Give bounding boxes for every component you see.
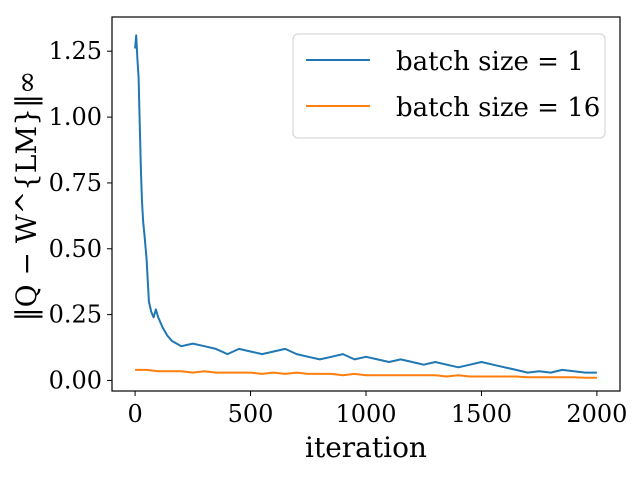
legend: batch size = 1 batch size = 16 — [292, 33, 606, 139]
x-axis-label: iteration — [305, 431, 427, 464]
x-tick-label: 1000 — [335, 400, 396, 428]
y-axis-ticks: 0.00 0.25 0.50 0.75 1.00 1.25 — [49, 37, 112, 394]
x-tick-label: 1500 — [451, 400, 512, 428]
plot-frame — [111, 16, 621, 392]
y-tick-label: 0.50 — [49, 235, 102, 263]
y-tick-label: 1.25 — [49, 37, 102, 65]
plot-lines — [134, 34, 597, 379]
x-tick-label: 2000 — [566, 400, 627, 428]
x-axis-ticks: 0 500 1000 1500 2000 — [127, 391, 627, 428]
series-line-batch-1 — [134, 34, 597, 374]
y-tick-label: 0.00 — [49, 366, 102, 394]
x-tick-label: 500 — [228, 400, 274, 428]
legend-label-batch-16: batch size = 16 — [396, 93, 600, 123]
y-axis-label: ‖Q − W^{LM}‖∞ — [10, 71, 43, 322]
legend-label-batch-1: batch size = 1 — [396, 47, 584, 77]
y-tick-label: 1.00 — [49, 103, 102, 131]
y-tick-label: 0.25 — [49, 301, 102, 329]
x-tick-label: 0 — [127, 400, 142, 428]
y-tick-label: 0.75 — [49, 169, 102, 197]
legend-frame — [292, 33, 606, 139]
series-line-batch-16 — [135, 368, 597, 379]
